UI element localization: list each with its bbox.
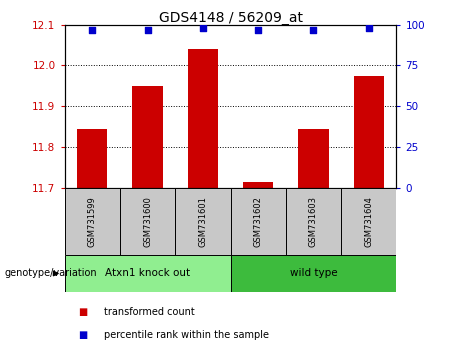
Bar — [175, 188, 230, 255]
Bar — [77, 129, 107, 188]
Bar — [65, 255, 230, 292]
Text: GSM731601: GSM731601 — [198, 196, 207, 247]
Text: GDS4148 / 56209_at: GDS4148 / 56209_at — [159, 11, 302, 25]
Text: GSM731599: GSM731599 — [88, 196, 97, 247]
Text: GSM731604: GSM731604 — [364, 196, 373, 247]
Text: GSM731602: GSM731602 — [254, 196, 263, 247]
Bar — [230, 255, 396, 292]
Point — [310, 27, 317, 33]
Point — [89, 27, 96, 33]
Bar — [132, 86, 163, 188]
Bar — [188, 49, 218, 188]
Point — [365, 25, 372, 31]
Text: ■: ■ — [78, 330, 88, 339]
Text: genotype/variation: genotype/variation — [5, 268, 97, 279]
Bar — [298, 129, 329, 188]
Bar — [354, 76, 384, 188]
Text: GSM731603: GSM731603 — [309, 196, 318, 247]
Text: Atxn1 knock out: Atxn1 knock out — [105, 268, 190, 279]
Text: wild type: wild type — [290, 268, 337, 279]
Bar — [243, 182, 273, 188]
Text: percentile rank within the sample: percentile rank within the sample — [104, 330, 269, 339]
Bar — [65, 188, 120, 255]
Bar — [230, 188, 286, 255]
Point — [254, 27, 262, 33]
Text: transformed count: transformed count — [104, 307, 195, 316]
Point — [199, 25, 207, 31]
Point — [144, 27, 151, 33]
Bar — [341, 188, 396, 255]
Bar — [120, 188, 175, 255]
Text: ■: ■ — [78, 307, 88, 316]
Bar — [286, 188, 341, 255]
Text: GSM731600: GSM731600 — [143, 196, 152, 247]
